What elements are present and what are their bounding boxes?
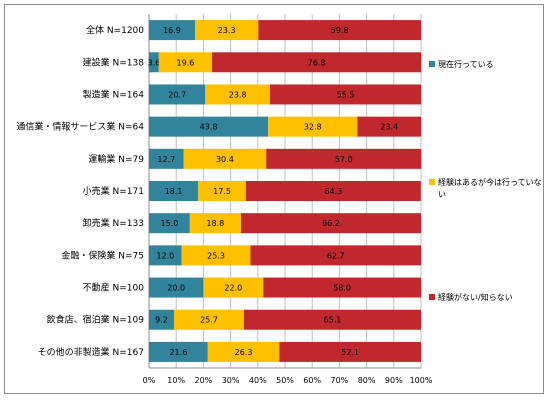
bar-segment — [181, 245, 251, 266]
data-label: 15.0 — [160, 219, 178, 228]
bar-segment — [149, 181, 199, 201]
data-label: 20.7 — [168, 90, 186, 99]
bar-segment — [149, 20, 195, 41]
x-tick-label: 30% — [222, 376, 240, 385]
bar-segment — [149, 213, 190, 234]
data-label: 55.5 — [337, 90, 355, 99]
bar-segment — [174, 309, 244, 330]
data-label: 18.8 — [206, 219, 224, 228]
legend-label: 現在行っている — [438, 59, 494, 69]
bar-segment — [268, 116, 358, 137]
data-label: 65.1 — [324, 316, 342, 325]
data-label: 16.9 — [163, 26, 181, 35]
data-label: 32.8 — [304, 123, 322, 132]
data-label: 18.1 — [165, 187, 183, 196]
bar-segment — [279, 341, 421, 362]
bar-segment — [149, 245, 182, 266]
data-label: 76.8 — [308, 58, 326, 67]
bar-segment — [158, 52, 213, 73]
x-tick-label: 20% — [195, 376, 213, 385]
data-label: 23.3 — [218, 26, 236, 35]
bar-segment — [205, 84, 271, 105]
x-tick-label: 90% — [385, 376, 403, 385]
x-tick-label: 100% — [410, 376, 433, 385]
bar-segment — [243, 309, 421, 330]
bar-segment — [149, 309, 175, 330]
bar-segment — [183, 148, 267, 169]
bar-segment — [149, 84, 206, 105]
data-label: 23.4 — [380, 123, 398, 132]
category-label: 運輸業 N=79 — [88, 153, 144, 165]
x-axis-ticks: 0% 10% 20% 30% 40% 50% 60% 70% 80% 90% 100% — [143, 376, 433, 385]
data-label: 26.3 — [235, 348, 253, 357]
bar-segment — [203, 277, 264, 298]
bar-segment — [149, 341, 208, 362]
bar-segment — [245, 181, 421, 201]
data-label: 23.8 — [229, 90, 247, 99]
data-label: 58.0 — [333, 284, 351, 293]
data-label: 66.2 — [322, 219, 340, 228]
data-label: 30.4 — [216, 155, 234, 164]
category-label: 飲食店、宿泊業 N=109 — [47, 314, 145, 326]
data-label: 57.0 — [335, 155, 353, 164]
data-label: 9.2 — [155, 316, 168, 325]
category-label: 建設業 N=138 — [83, 56, 145, 68]
data-label: 19.6 — [177, 58, 195, 67]
category-label: 通信業・情報サービス業 N=64 — [16, 121, 144, 133]
data-label: 25.7 — [200, 316, 218, 325]
legend-label: 経験はあるが今は行っていない — [438, 177, 542, 199]
bar-segment — [149, 52, 159, 73]
bar-segment — [212, 52, 421, 73]
bar-segment — [258, 20, 421, 41]
data-label: 62.7 — [327, 251, 345, 260]
data-label: 21.6 — [169, 348, 187, 357]
bar-segment — [357, 116, 421, 137]
bar-segment — [194, 20, 259, 41]
data-label: 43.8 — [200, 123, 218, 132]
category-label: 金融・保険業 N=75 — [61, 249, 144, 261]
category-label: 製造業 N=164 — [83, 88, 145, 100]
bar-segment — [189, 213, 241, 234]
data-label: 17.5 — [213, 187, 231, 196]
data-label: 3.6 — [148, 58, 161, 67]
bar-segment — [270, 84, 421, 105]
bar-segment — [198, 181, 246, 201]
data-label: 52.1 — [341, 348, 359, 357]
x-tick-label: 70% — [331, 376, 349, 385]
x-tick-label: 80% — [358, 376, 376, 385]
x-tick-label: 40% — [249, 376, 267, 385]
x-tick-label: 60% — [303, 376, 321, 385]
category-label: 不動産 N=100 — [83, 282, 145, 294]
bar-segment — [240, 213, 421, 234]
bar-segment — [250, 245, 421, 266]
data-label: 12.7 — [157, 155, 175, 164]
category-label: 卸売業 N=133 — [83, 217, 144, 229]
x-tick-label: 10% — [167, 376, 185, 385]
data-label: 12.0 — [156, 251, 174, 260]
category-label: 小売業 N=171 — [83, 185, 144, 197]
bar-segment — [207, 341, 280, 362]
category-label: 全体 N=1200 — [86, 24, 144, 36]
data-label: 64.3 — [324, 187, 342, 196]
data-label: 22.0 — [224, 284, 242, 293]
bar-segment — [149, 148, 184, 169]
legend-swatch — [429, 61, 435, 67]
data-label: 59.8 — [331, 26, 349, 35]
bar-segment — [263, 277, 421, 298]
data-label: 20.0 — [167, 284, 185, 293]
x-tick-label: 0% — [143, 376, 156, 385]
category-label: その他の非製造業 N=167 — [38, 346, 144, 358]
bars: 16.9 23.3 59.8 3.6 19.6 76.8 20.7 23.8 55.5 43.8 3… — [148, 20, 422, 362]
legend-label: 経験がない/知らない — [438, 292, 513, 302]
bar-segment — [149, 116, 269, 137]
data-label: 25.3 — [207, 251, 225, 260]
category-labels: 全体 N=1200 建設業 N=138 製造業 N=164 通信業・情報サービス業 N… — [16, 24, 144, 358]
x-tick-label: 50% — [276, 376, 294, 385]
legend-swatch — [429, 294, 435, 300]
legend-swatch — [429, 179, 435, 185]
bar-segment — [266, 148, 422, 169]
bar-segment — [149, 277, 204, 298]
